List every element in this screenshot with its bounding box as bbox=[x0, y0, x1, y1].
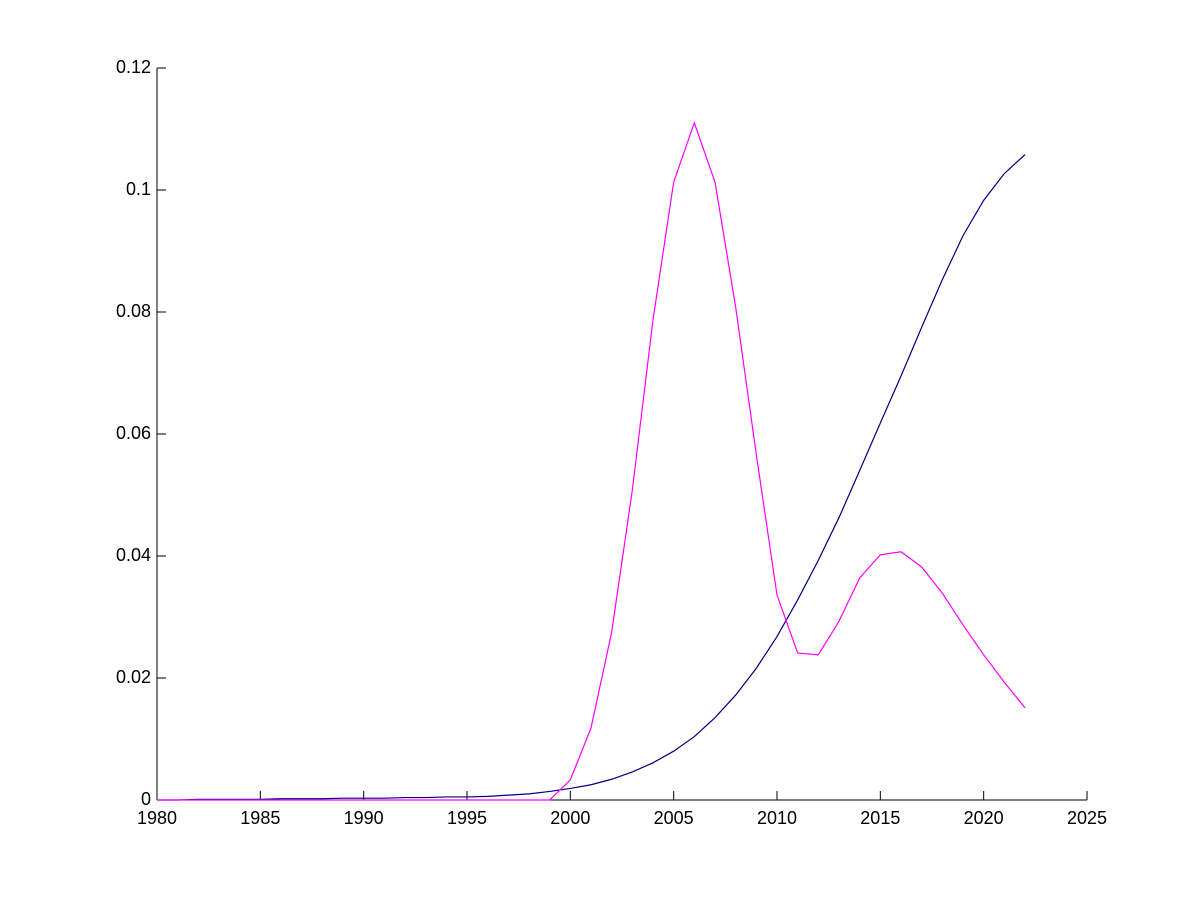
x-tick-label: 2010 bbox=[757, 808, 797, 828]
x-tick-label: 2000 bbox=[550, 808, 590, 828]
series-line bbox=[157, 121, 1026, 801]
series-line bbox=[157, 154, 1026, 801]
y-tick-label: 0.02 bbox=[116, 667, 151, 687]
x-tick-label: 2015 bbox=[860, 808, 900, 828]
y-tick-label: 0.06 bbox=[116, 423, 151, 443]
x-tick-label: 1985 bbox=[240, 808, 280, 828]
x-tick-label: 1995 bbox=[447, 808, 487, 828]
y-tick-label: 0.04 bbox=[116, 545, 151, 565]
x-tick-label: 1980 bbox=[137, 808, 177, 828]
y-tick-label: 0.1 bbox=[126, 179, 151, 199]
x-tick-label: 2020 bbox=[964, 808, 1004, 828]
y-tick-label: 0 bbox=[141, 789, 151, 809]
x-tick-label: 2005 bbox=[654, 808, 694, 828]
y-tick-label: 0.08 bbox=[116, 301, 151, 321]
x-tick-label: 2025 bbox=[1067, 808, 1107, 828]
x-tick-label: 1990 bbox=[344, 808, 384, 828]
y-tick-label: 0.12 bbox=[116, 57, 151, 77]
